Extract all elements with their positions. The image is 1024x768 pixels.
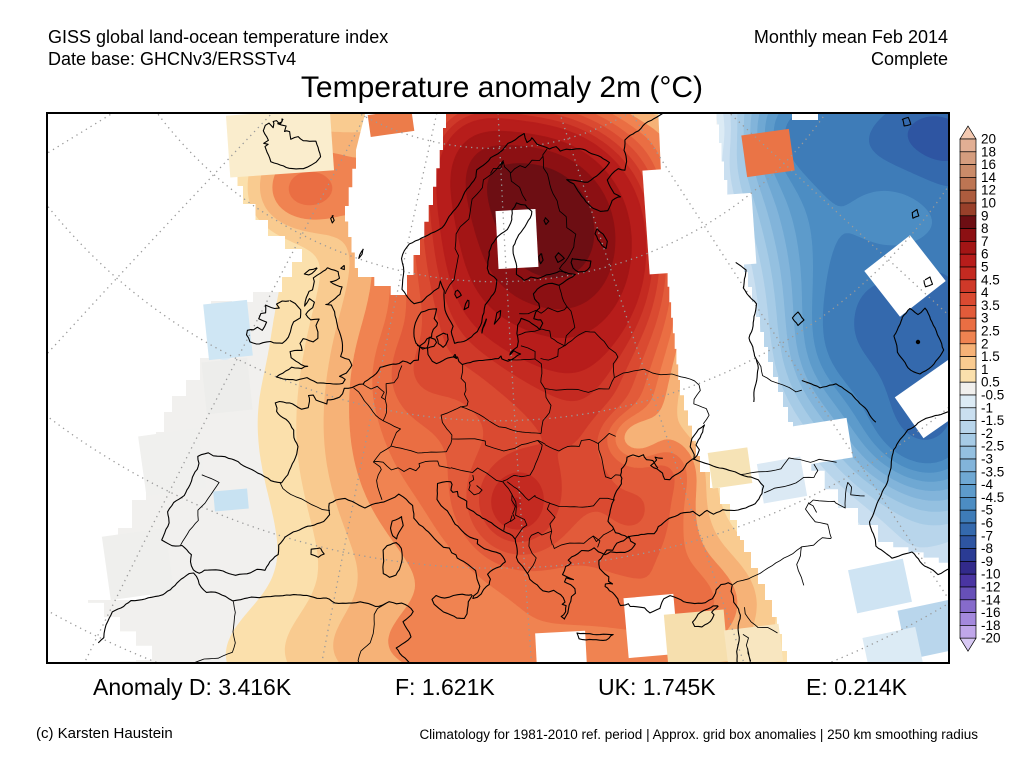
svg-text:-20: -20 bbox=[981, 631, 1001, 646]
svg-text:18: 18 bbox=[981, 144, 996, 159]
svg-text:3: 3 bbox=[981, 311, 989, 326]
svg-text:-14: -14 bbox=[981, 592, 1001, 607]
svg-text:-1: -1 bbox=[981, 400, 993, 415]
svg-text:-6: -6 bbox=[981, 516, 993, 531]
svg-text:-5: -5 bbox=[981, 503, 993, 518]
svg-text:9: 9 bbox=[981, 208, 989, 223]
svg-text:10: 10 bbox=[981, 196, 996, 211]
svg-text:0.5: 0.5 bbox=[981, 375, 1000, 390]
svg-text:-12: -12 bbox=[981, 580, 1001, 595]
svg-text:-1.5: -1.5 bbox=[981, 413, 1004, 428]
svg-text:1: 1 bbox=[981, 362, 989, 377]
svg-text:-10: -10 bbox=[981, 567, 1001, 582]
svg-text:-3.5: -3.5 bbox=[981, 464, 1004, 479]
svg-text:-2.5: -2.5 bbox=[981, 439, 1004, 454]
svg-text:-4.5: -4.5 bbox=[981, 490, 1004, 505]
svg-text:-9: -9 bbox=[981, 554, 993, 569]
svg-text:4: 4 bbox=[981, 285, 989, 300]
svg-text:4.5: 4.5 bbox=[981, 272, 1000, 287]
svg-text:-4: -4 bbox=[981, 477, 993, 492]
svg-text:-18: -18 bbox=[981, 618, 1001, 633]
svg-text:7: 7 bbox=[981, 234, 989, 249]
svg-text:8: 8 bbox=[981, 221, 989, 236]
svg-text:-16: -16 bbox=[981, 605, 1001, 620]
svg-text:-0.5: -0.5 bbox=[981, 388, 1004, 403]
svg-text:6: 6 bbox=[981, 247, 989, 262]
svg-text:12: 12 bbox=[981, 183, 996, 198]
svg-text:1.5: 1.5 bbox=[981, 349, 1000, 364]
svg-text:2.5: 2.5 bbox=[981, 324, 1000, 339]
svg-text:-8: -8 bbox=[981, 541, 993, 556]
svg-text:-2: -2 bbox=[981, 426, 993, 441]
svg-text:3.5: 3.5 bbox=[981, 298, 1000, 313]
svg-text:2: 2 bbox=[981, 336, 989, 351]
svg-text:14: 14 bbox=[981, 170, 997, 185]
svg-text:-3: -3 bbox=[981, 452, 993, 467]
svg-text:20: 20 bbox=[981, 132, 996, 147]
svg-text:-7: -7 bbox=[981, 528, 993, 543]
svg-text:5: 5 bbox=[981, 260, 989, 275]
svg-text:16: 16 bbox=[981, 157, 996, 172]
